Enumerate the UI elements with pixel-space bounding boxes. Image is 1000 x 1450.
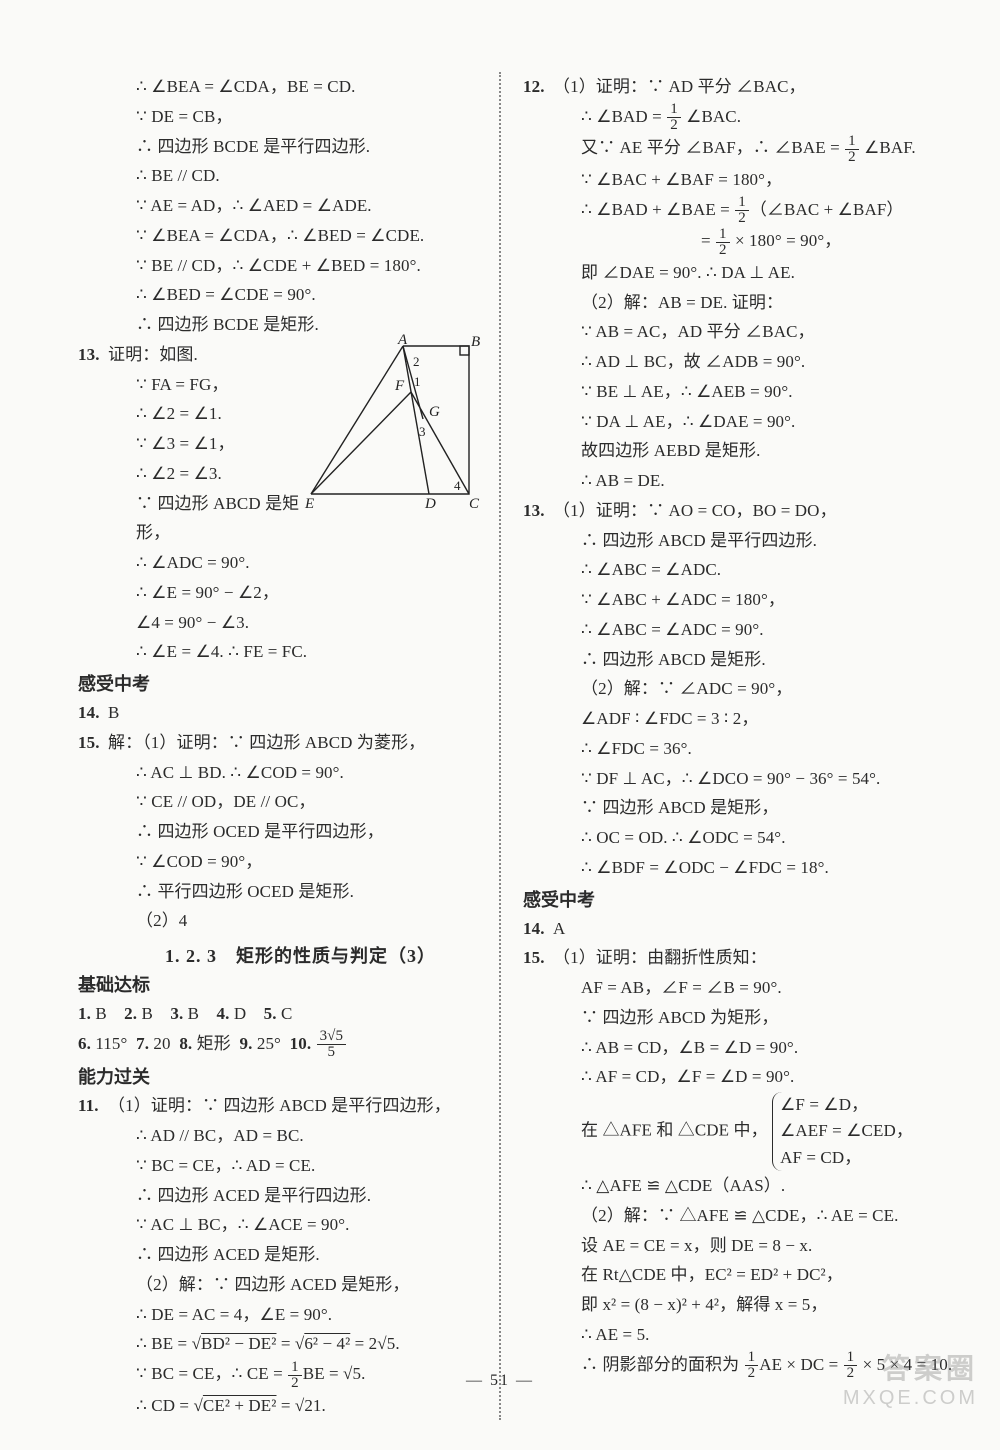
text: ∵ DA ⊥ AE，∴ ∠DAE = 90°. (523, 407, 922, 437)
svg-text:1: 1 (414, 374, 421, 389)
svg-text:G: G (429, 404, 440, 420)
right-column: 12.（1）证明：∵ AD 平分 ∠BAC， ∴ ∠BAD = 12 ∠BAC.… (503, 72, 942, 1420)
text: ∴ AC ⊥ BD. ∴ ∠COD = 90°. (78, 758, 477, 788)
q11: 11.（1）证明：∵ 四边形 ABCD 是平行四边形， (78, 1091, 477, 1121)
text: AF = AB，∠F = ∠B = 90°. (523, 973, 922, 1003)
text: ∴ ∠BAD = 12 ∠BAC. (523, 102, 922, 134)
text: （2）解：∵ △AFE ≌ △CDE，∴ AE = CE. (523, 1201, 922, 1231)
left-column: ∴ ∠BEA = ∠CDA，BE = CD. ∵ DE = CB， ∴ 四边形 … (58, 72, 497, 1420)
text: 故四边形 AEBD 是矩形. (523, 436, 922, 466)
text: （2）4 (78, 906, 477, 936)
text: ∵ 四边形 ABCD 为矩形， (523, 1003, 922, 1033)
qnum: 13. (78, 340, 108, 370)
text: ∠ADF ∶ ∠FDC = 3 ∶ 2， (523, 704, 922, 734)
column-divider (499, 72, 501, 1420)
q13: 13.证明：如图. A B C D E F (78, 340, 477, 370)
text: ∵ DF ⊥ AC，∴ ∠DCO = 90° − 36° = 54°. (523, 764, 922, 794)
text: ∵ 四边形 ABCD 是矩形， (523, 793, 922, 823)
text: ∠4 = 90° − ∠3. (78, 608, 477, 638)
text: ∴ 平行四边形 OCED 是矩形. (78, 877, 477, 907)
text: ∴ ∠E = ∠4. ∴ FE = FC. (78, 637, 477, 667)
text: ∴ ∠ADC = 90°. (78, 548, 477, 578)
text: ∴ ∠BED = ∠CDE = 90°. (78, 280, 477, 310)
text: = 12 × 180° = 90°， (523, 226, 922, 258)
text: ∵ ∠ABC + ∠ADC = 180°， (523, 585, 922, 615)
section-heading: 基础达标 (78, 971, 477, 997)
watermark: 答案圈 MXQE.COM (843, 1347, 978, 1410)
text: ∵ AB = AC，AD 平分 ∠BAC， (523, 317, 922, 347)
fraction: 3√55 (317, 1029, 347, 1060)
section-heading: 感受中考 (78, 670, 477, 696)
text: ∴ AD // BC，AD = BC. (78, 1121, 477, 1151)
text: ∴ 四边形 ACED 是平行四边形. (78, 1181, 477, 1211)
text: ∴ ∠E = 90° − ∠2， (78, 578, 477, 608)
text: ∴ CD = √CE² + DE² = √21. (78, 1391, 477, 1421)
text: ∵ BC = CE，∴ AD = CE. (78, 1151, 477, 1181)
text: ∵ CE // OD，DE // OC， (78, 787, 477, 817)
section-title: 1. 2. 3 矩形的性质与判定（3） (124, 942, 477, 968)
text: ∴ BE = √BD² − DE² = √6² − 4² = 2√5. (78, 1329, 477, 1359)
text: ∴ OC = OD. ∴ ∠ODC = 54°. (523, 823, 922, 853)
text: ∴ ∠ABC = ∠ADC = 90°. (523, 615, 922, 645)
text: ∴ 四边形 ABCD 是平行四边形. (523, 526, 922, 556)
geometry-diagram: A B C D E F G 1 2 3 4 (301, 334, 481, 512)
svg-text:C: C (469, 496, 480, 512)
text: ∴ ∠ABC = ∠ADC. (523, 555, 922, 585)
text: ∵ ∠BEA = ∠CDA，∴ ∠BED = ∠CDE. (78, 221, 477, 251)
text: ∴ AE = 5. (523, 1320, 922, 1350)
q14: 14.A (523, 914, 922, 944)
text: （2）解：AB = DE. 证明： (523, 288, 922, 318)
q12: 12.（1）证明：∵ AD 平分 ∠BAC， (523, 72, 922, 102)
text: ∴ 四边形 ABCD 是矩形. (523, 645, 922, 675)
q14: 14.B (78, 698, 477, 728)
q13: 13.（1）证明：∵ AO = CO，BO = DO， (523, 496, 922, 526)
text: ∴ AB = CD，∠B = ∠D = 90°. (523, 1033, 922, 1063)
svg-text:B: B (471, 334, 480, 350)
text: ∵ BE // CD，∴ ∠CDE + ∠BED = 180°. (78, 251, 477, 281)
text: （2）解：∵ ∠ADC = 90°， (523, 674, 922, 704)
text: ∴ 四边形 BCDE 是平行四边形. (78, 132, 477, 162)
text: ∵ AE = AD，∴ ∠AED = ∠ADE. (78, 191, 477, 221)
text: ∴ ∠BDF = ∠ODC − ∠FDC = 18°. (523, 853, 922, 883)
text: 设 AE = CE = x，则 DE = 8 − x. (523, 1231, 922, 1261)
equation-system: ∠F = ∠D， ∠AEF = ∠CED， AF = CD， (772, 1092, 913, 1171)
text: ∴ DE = AC = 4，∠E = 90°. (78, 1300, 477, 1330)
text: 在 △AFE 和 △CDE 中， ∠F = ∠D， ∠AEF = ∠CED， A… (523, 1092, 922, 1171)
answer-row: 6. 115° 7. 20 8. 矩形 9. 25° 10. 3√55 (78, 1029, 477, 1061)
text: 证明：如图. (108, 345, 198, 364)
text: ∵ ∠COD = 90°， (78, 847, 477, 877)
svg-text:E: E (304, 496, 314, 512)
text: 即 x² = (8 − x)² + 4²，解得 x = 5， (523, 1290, 922, 1320)
svg-text:D: D (424, 496, 436, 512)
text: 在 Rt△CDE 中，EC² = ED² + DC²， (523, 1260, 922, 1290)
text: ∴ ∠FDC = 36°. (523, 734, 922, 764)
text: ∴ 四边形 OCED 是平行四边形， (78, 817, 477, 847)
text: （2）解：∵ 四边形 ACED 是矩形， (78, 1270, 477, 1300)
text: 形， (78, 518, 477, 548)
text: ∵ ∠BAC + ∠BAF = 180°， (523, 165, 922, 195)
answer-row: 1. B 2. B 3. B 4. D 5. C (78, 999, 477, 1029)
text: ∵ AC ⊥ BC，∴ ∠ACE = 90°. (78, 1210, 477, 1240)
q15: 15.解：（1）证明：∵ 四边形 ABCD 为菱形， (78, 728, 477, 758)
text: ∴ 四边形 ACED 是矩形. (78, 1240, 477, 1270)
text: ∴ AB = DE. (523, 466, 922, 496)
svg-text:A: A (397, 334, 408, 348)
text: ∴ ∠BEA = ∠CDA，BE = CD. (78, 72, 477, 102)
svg-text:3: 3 (419, 424, 426, 439)
section-heading: 感受中考 (523, 886, 922, 912)
text: 又∵ AE 平分 ∠BAF，∴ ∠BAE = 12 ∠BAF. (523, 133, 922, 165)
q15: 15.（1）证明：由翻折性质知： (523, 943, 922, 973)
svg-text:4: 4 (454, 478, 461, 493)
svg-text:F: F (394, 378, 405, 394)
text: ∴ ∠BAD + ∠BAE = 12（∠BAC + ∠BAF） (523, 195, 922, 227)
svg-text:2: 2 (413, 354, 420, 369)
text: ∴ AF = CD，∠F = ∠D = 90°. (523, 1062, 922, 1092)
text: 即 ∠DAE = 90°. ∴ DA ⊥ AE. (523, 258, 922, 288)
text: ∵ DE = CB， (78, 102, 477, 132)
text: ∴ BE // CD. (78, 161, 477, 191)
text: ∴ AD ⊥ BC，故 ∠ADB = 90°. (523, 347, 922, 377)
section-heading: 能力过关 (78, 1063, 477, 1089)
text: ∴ △AFE ≌ △CDE（AAS）. (523, 1171, 922, 1201)
text: ∵ BE ⊥ AE，∴ ∠AEB = 90°. (523, 377, 922, 407)
